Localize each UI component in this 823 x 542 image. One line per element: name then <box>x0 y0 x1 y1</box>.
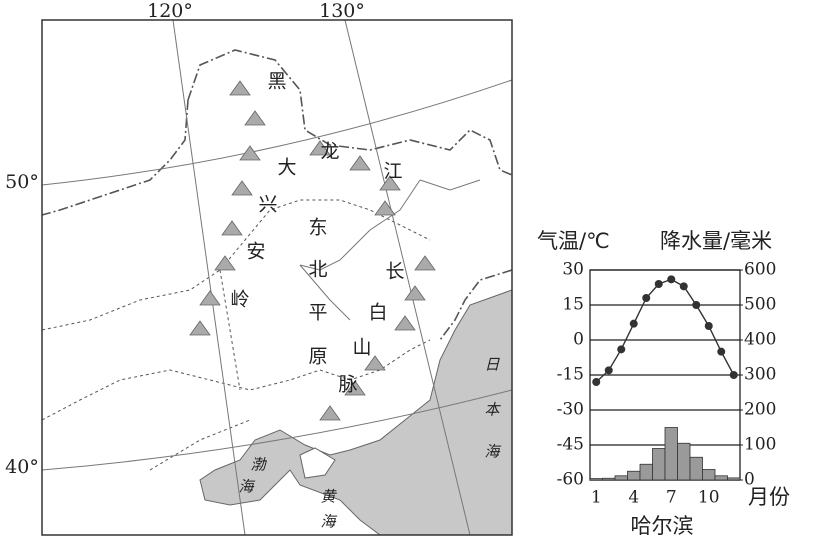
y-tick-label: 30 <box>562 260 584 280</box>
x-tick-label: 7 <box>666 488 677 508</box>
parallel <box>41 79 513 186</box>
place-label: 大 <box>277 157 296 179</box>
place-label: 渤 <box>250 456 267 474</box>
place-label: 长 <box>385 261 404 283</box>
y2-tick-label: 100 <box>744 435 776 455</box>
temperature-point <box>604 366 613 375</box>
temperature-point <box>704 322 713 330</box>
temperature-point <box>654 280 663 288</box>
y2-tick-label: 400 <box>744 330 776 350</box>
mountains <box>189 80 436 421</box>
place-label: 东 <box>308 217 327 239</box>
parallel <box>41 389 513 471</box>
temperature-point <box>679 282 688 291</box>
province-border <box>41 199 431 471</box>
temperature-point <box>692 301 701 309</box>
temperature-point <box>717 347 726 356</box>
temperature-point <box>617 345 626 354</box>
place-label: 白 <box>368 302 387 324</box>
temperature-point <box>642 294 651 302</box>
y2-tick-label: 500 <box>744 295 776 315</box>
place-label: 安 <box>246 241 265 263</box>
precipitation-bar <box>727 477 741 481</box>
place-label: 海 <box>320 513 337 531</box>
meridian <box>172 19 246 536</box>
meridian <box>344 19 471 536</box>
temperature-line <box>595 278 735 383</box>
latitude-label: 40° <box>5 456 39 478</box>
y-tick-label: -15 <box>557 365 584 385</box>
place-label: 兴 <box>258 194 277 216</box>
place-label: 海 <box>238 478 255 496</box>
map <box>41 19 513 536</box>
latitude-label: 50° <box>5 171 39 193</box>
place-label: 平 <box>308 302 327 324</box>
longitude-label: 130° <box>319 0 365 22</box>
y2-tick-label: 600 <box>744 260 776 280</box>
place-label: 岭 <box>230 289 249 311</box>
x-axis-label: 月份 <box>748 485 790 509</box>
y-tick-label: -45 <box>557 435 584 455</box>
river <box>299 179 481 321</box>
y2-tick-label: 300 <box>744 365 776 385</box>
place-label: 海 <box>484 443 501 461</box>
mountain <box>189 80 436 421</box>
precipitation-bar <box>677 442 691 481</box>
map-frame <box>41 19 513 536</box>
y-axis-label: 气温/℃ <box>537 229 610 253</box>
temperature-point <box>592 378 601 386</box>
precipitation-bar <box>627 470 641 481</box>
place-label: 本 <box>484 401 501 419</box>
place-label: 龙 <box>320 141 339 163</box>
place-label: 原 <box>308 346 327 368</box>
sea <box>199 289 513 536</box>
place-label: 江 <box>383 161 402 183</box>
place-label: 日 <box>484 356 500 374</box>
y-tick-label: -30 <box>557 400 584 420</box>
chart-title: 哈尔滨 <box>631 514 694 538</box>
temperature-point <box>629 319 638 328</box>
y2-tick-label: 0 <box>744 470 755 490</box>
temperature-point <box>729 371 738 379</box>
precipitation-bar <box>602 477 616 481</box>
precipitation-bar <box>702 469 716 481</box>
coast <box>299 447 336 479</box>
place-label: 山 <box>352 337 371 359</box>
x-tick-label: 10 <box>698 488 720 508</box>
y-tick-label: 15 <box>562 295 584 315</box>
temperature-point <box>667 275 676 284</box>
precipitation-bar <box>652 448 666 481</box>
precipitation-bar <box>714 475 728 481</box>
precipitation-bar <box>589 478 603 481</box>
y2-tick-label: 200 <box>744 400 776 420</box>
precipitation-bar <box>614 475 628 481</box>
precipitation-bar <box>689 456 703 481</box>
place-label: 北 <box>308 259 327 281</box>
x-tick-label: 4 <box>628 488 639 508</box>
longitude-label: 120° <box>147 0 193 22</box>
y2-axis-label: 降水量/毫米 <box>660 229 772 253</box>
x-tick-label: 1 <box>591 488 602 508</box>
place-label: 黄 <box>320 488 337 506</box>
y-tick-label: -60 <box>557 470 584 490</box>
place-label: 脉 <box>338 374 357 396</box>
precipitation-bar <box>639 463 653 481</box>
precipitation-bar <box>664 427 678 481</box>
border <box>41 49 513 341</box>
y-tick-label: 0 <box>573 330 584 350</box>
place-label: 黑 <box>267 71 286 93</box>
